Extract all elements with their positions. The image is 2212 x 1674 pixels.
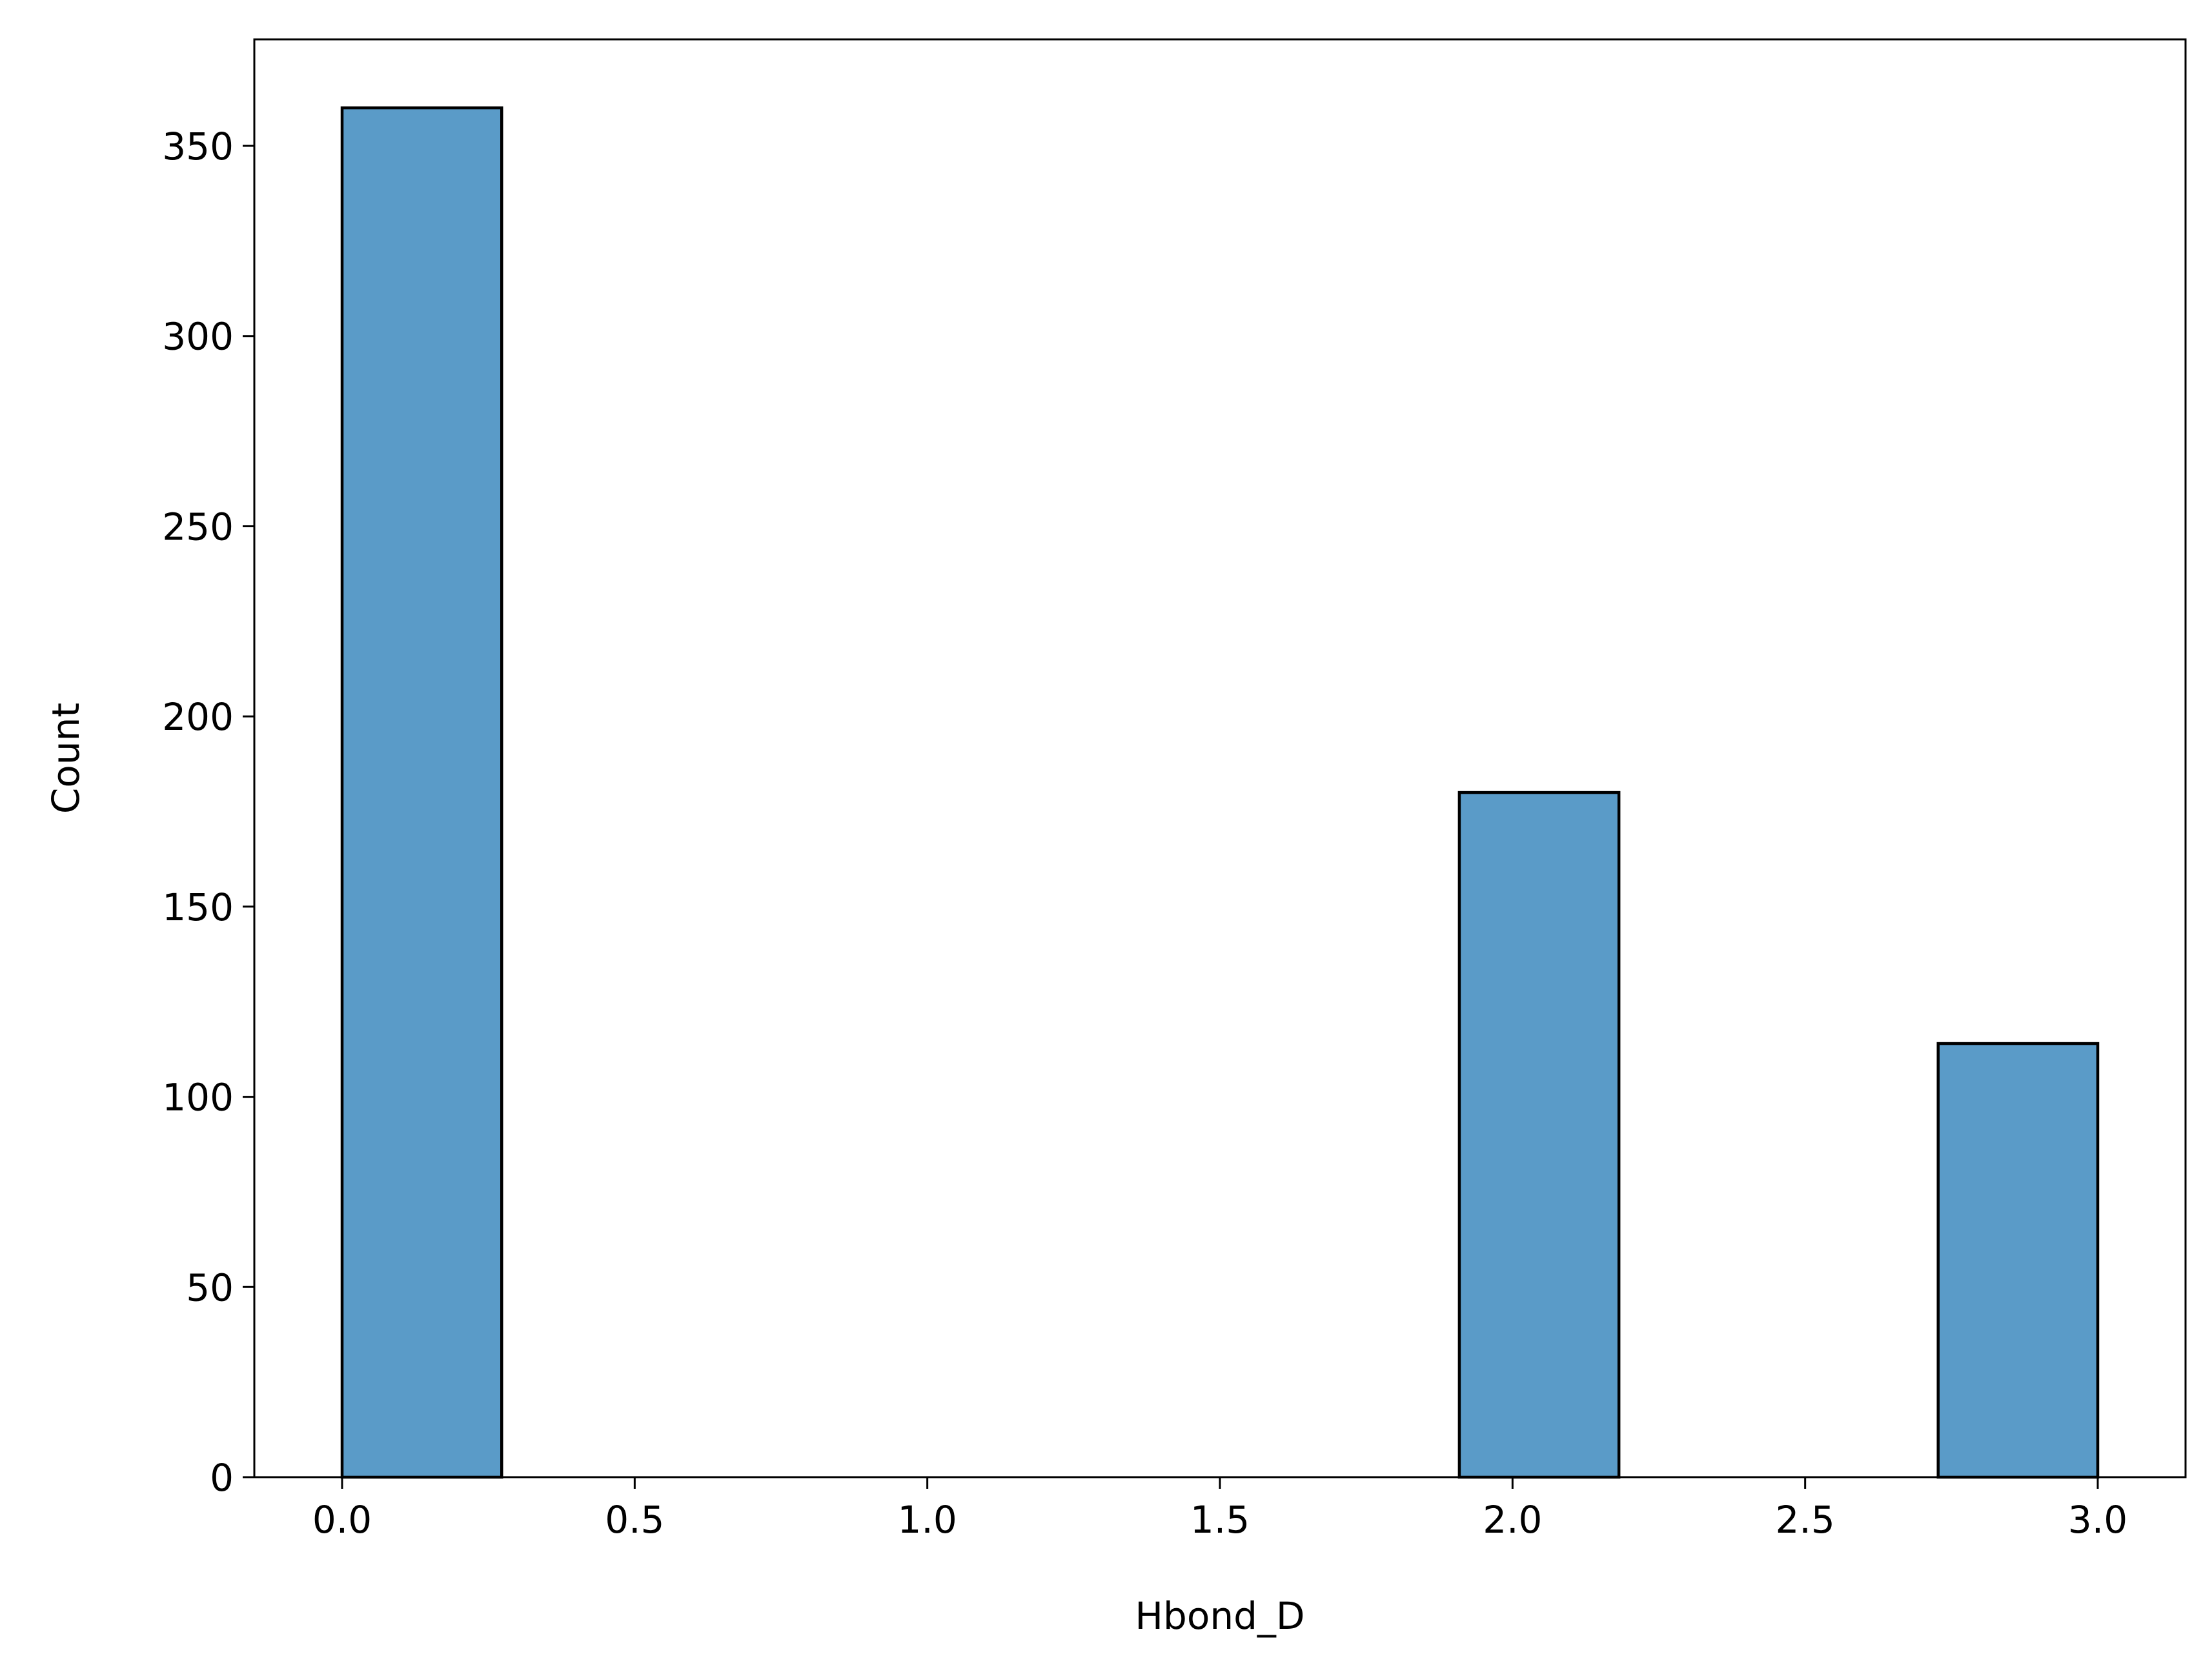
- y-tick-label-4: 200: [162, 695, 234, 739]
- plot-frame: [253, 38, 2187, 1478]
- y-axis-label: Count: [44, 703, 88, 814]
- x-tick-label-4: 2.0: [1483, 1498, 1542, 1542]
- y-tick-label-0: 0: [210, 1456, 234, 1500]
- histogram-bar-0: [340, 106, 503, 1479]
- y-tick-label-3: 150: [162, 885, 234, 929]
- histogram-bar-1: [1457, 791, 1621, 1479]
- x-tick-label-0: 0.0: [312, 1498, 372, 1542]
- x-tick-label-3: 1.5: [1190, 1498, 1250, 1542]
- x-axis-ticks: 0.0 0.5 1.0 1.5 2.0 2.5 3.0: [312, 1477, 2127, 1542]
- x-tick-label-2: 1.0: [898, 1498, 957, 1542]
- x-tick-label-5: 2.5: [1776, 1498, 1835, 1542]
- histogram-bar-2: [1936, 1042, 2100, 1479]
- y-tick-label-2: 100: [162, 1076, 234, 1120]
- y-axis-ticks: 0 50 100 150 200 250 300 350: [162, 125, 254, 1500]
- y-tick-label-6: 300: [162, 315, 234, 359]
- y-tick-label-1: 50: [186, 1266, 234, 1309]
- y-tick-label-5: 250: [162, 505, 234, 549]
- x-tick-label-6: 3.0: [2068, 1498, 2127, 1542]
- x-tick-label-1: 0.5: [605, 1498, 664, 1542]
- x-axis-label: Hbond_D: [1135, 1594, 1304, 1638]
- bars-group: [340, 106, 2100, 1479]
- y-tick-label-7: 350: [162, 125, 234, 168]
